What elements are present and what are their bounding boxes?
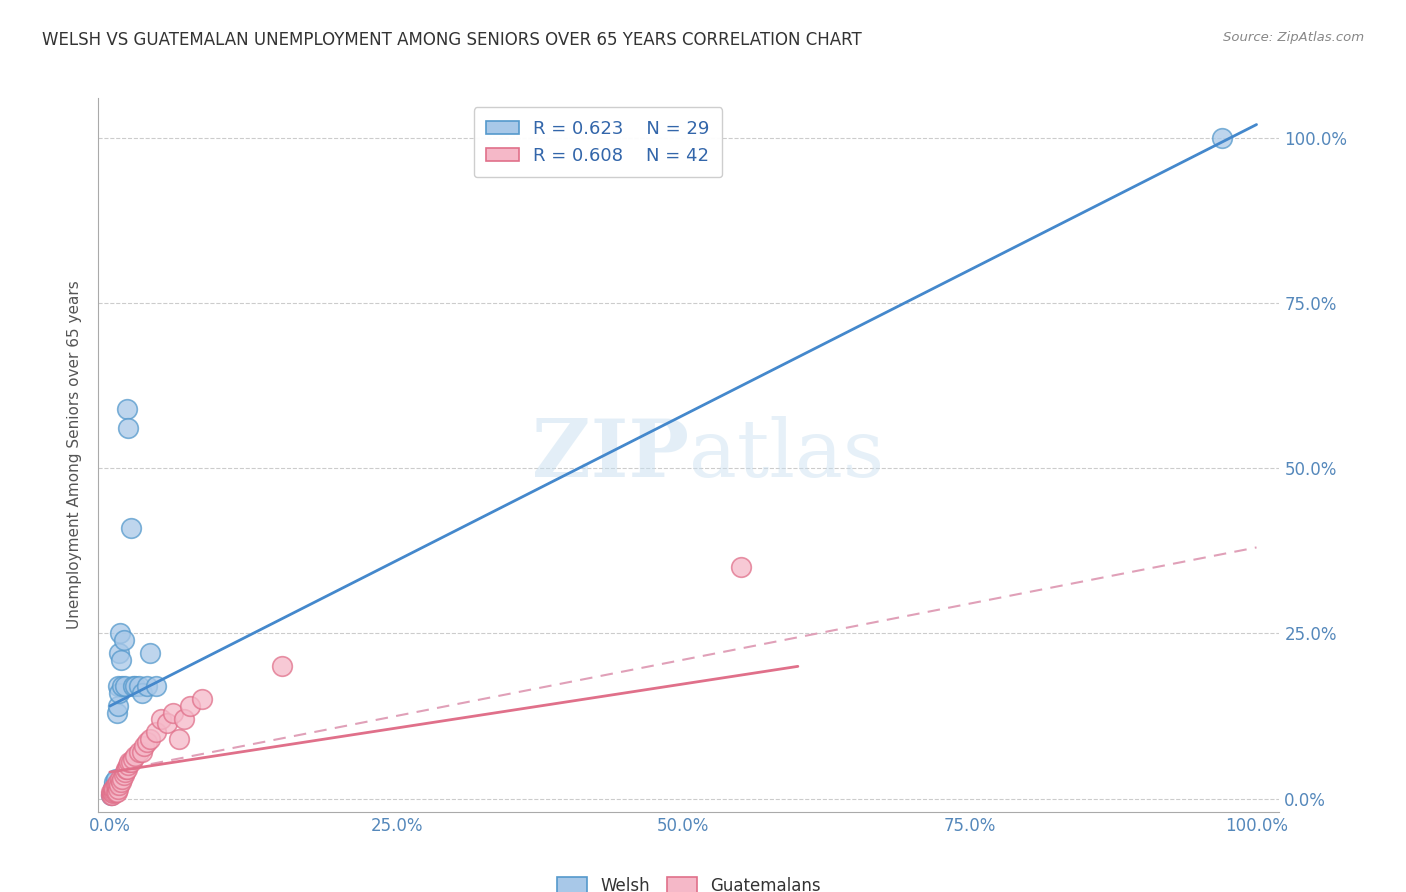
Point (107, 679, 129, 693)
Point (100, 785, 122, 799)
Point (139, 732, 162, 747)
Point (128, 745, 150, 759)
Point (108, 778, 131, 792)
Point (104, 778, 127, 792)
Point (108, 646, 131, 660)
Point (103, 780, 125, 795)
Point (101, 785, 124, 799)
Point (128, 679, 150, 693)
Point (103, 778, 125, 792)
Point (104, 772, 127, 786)
Point (103, 781, 125, 796)
Point (117, 758, 139, 772)
Point (150, 712, 173, 726)
Point (124, 679, 146, 693)
Point (107, 781, 129, 796)
Point (121, 679, 143, 693)
Point (103, 786, 125, 800)
Point (110, 775, 132, 789)
Point (115, 762, 138, 776)
Point (111, 772, 134, 786)
Point (124, 748, 146, 763)
Point (100, 788, 122, 802)
Point (112, 632, 135, 647)
Point (105, 706, 128, 720)
Text: Source: ZipAtlas.com: Source: ZipAtlas.com (1223, 31, 1364, 45)
Point (139, 646, 162, 660)
Point (167, 732, 190, 747)
Text: ZIP: ZIP (531, 416, 689, 494)
Point (114, 679, 136, 693)
Point (162, 706, 184, 720)
Point (730, 560, 752, 574)
Point (1211, 130, 1233, 145)
Point (104, 785, 127, 799)
Point (117, 421, 139, 435)
Point (115, 401, 138, 416)
Point (101, 786, 124, 800)
Point (100, 788, 122, 802)
Point (190, 692, 212, 706)
Point (105, 778, 128, 792)
Point (103, 785, 125, 799)
Point (108, 626, 131, 640)
Point (108, 772, 131, 786)
Point (103, 781, 125, 796)
Point (145, 679, 167, 693)
Legend: Welsh, Guatemalans: Welsh, Guatemalans (551, 870, 827, 892)
Point (134, 739, 156, 753)
Text: WELSH VS GUATEMALAN UNEMPLOYMENT AMONG SENIORS OVER 65 YEARS CORRELATION CHART: WELSH VS GUATEMALAN UNEMPLOYMENT AMONG S… (42, 31, 862, 49)
Point (145, 725, 167, 739)
Point (270, 659, 292, 673)
Y-axis label: Unemployment Among Seniors over 65 years: Unemployment Among Seniors over 65 years (67, 281, 83, 629)
Point (120, 755, 142, 769)
Point (173, 712, 195, 726)
Point (103, 783, 125, 797)
Point (114, 765, 136, 780)
Point (120, 520, 142, 534)
Point (107, 775, 129, 789)
Point (118, 755, 141, 769)
Point (104, 781, 127, 796)
Point (110, 653, 132, 667)
Point (101, 788, 124, 802)
Point (156, 715, 179, 730)
Point (108, 686, 131, 700)
Point (135, 735, 157, 749)
Text: atlas: atlas (689, 416, 884, 494)
Point (131, 745, 153, 759)
Point (103, 775, 125, 789)
Point (121, 752, 143, 766)
Point (131, 686, 153, 700)
Point (179, 698, 201, 713)
Point (111, 679, 134, 693)
Point (107, 698, 129, 713)
Point (112, 768, 135, 782)
Point (135, 679, 157, 693)
Point (105, 785, 128, 799)
Point (115, 762, 138, 776)
